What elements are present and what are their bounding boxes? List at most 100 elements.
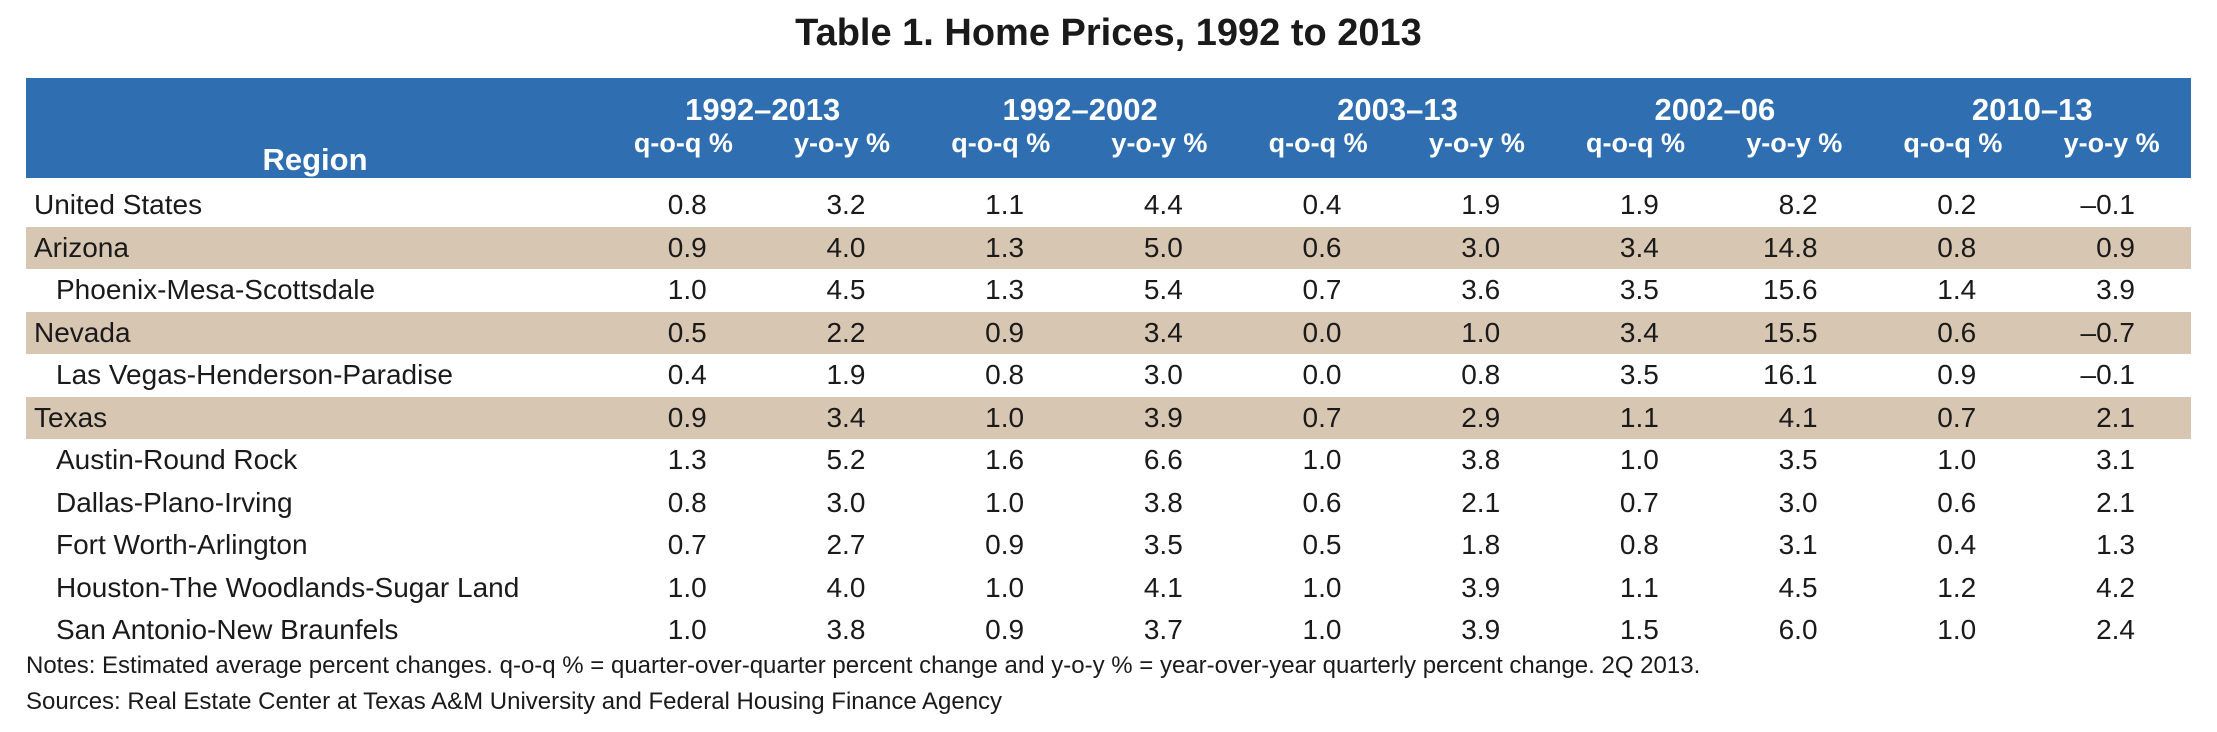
cell-value: 0.0 bbox=[1238, 311, 1398, 354]
column-header: y-o-y % bbox=[1397, 128, 1557, 178]
cell-value: 0.0 bbox=[1302, 359, 1342, 391]
cell-value: 1.0 bbox=[1302, 571, 1342, 603]
cell-value: 15.5 bbox=[1714, 311, 1874, 354]
row-label: San Antonio-New Braunfels bbox=[56, 614, 399, 646]
column-header: q-o-q % bbox=[1238, 128, 1398, 178]
cell-value: 0.7 bbox=[1873, 396, 2033, 439]
table-row: Las Vegas-Henderson-Paradise 0.4 1.9 0.8 3.0… bbox=[26, 354, 2191, 397]
column-group-header: 2002–06 bbox=[1556, 78, 1874, 128]
cell-value: 0.4 bbox=[667, 359, 707, 391]
row-label: Dallas-Plano-Irving bbox=[56, 486, 293, 518]
cell-value: 0.8 bbox=[667, 486, 707, 518]
cell-value: 0.8 bbox=[1461, 359, 1501, 391]
cell-value: 1.1 bbox=[1556, 396, 1715, 439]
cell-value: 1.3 bbox=[921, 226, 1081, 269]
cell-value: 3.2 bbox=[826, 189, 866, 221]
region-header: Region bbox=[26, 78, 605, 178]
row-label: Nevada bbox=[26, 311, 605, 354]
cell-value: 0.9 bbox=[985, 529, 1025, 561]
cell-value: 1.0 bbox=[1302, 444, 1342, 476]
cell-value: 1.8 bbox=[1461, 529, 1501, 561]
cell-value: 3.6 bbox=[1461, 274, 1501, 306]
cell-value: 0.9 bbox=[604, 396, 763, 439]
column-group-header: 1992–2013 bbox=[604, 78, 922, 128]
cell-value: 5.0 bbox=[1080, 226, 1239, 269]
cell-value: 3.7 bbox=[1143, 614, 1183, 646]
cell-value: 1.0 bbox=[985, 486, 1025, 518]
cell-value: 0.6 bbox=[1937, 486, 1977, 518]
cell-value: 1.9 bbox=[1461, 189, 1501, 221]
cell-value: 3.0 bbox=[1397, 226, 1557, 269]
cell-value: 1.0 bbox=[667, 571, 707, 603]
cell-value: 0.4 bbox=[1302, 189, 1342, 221]
cell-value: 8.2 bbox=[1778, 189, 1818, 221]
table-row: Houston-The Woodlands-Sugar Land 1.0 4.0 1.… bbox=[26, 567, 2191, 610]
cell-value: 2.7 bbox=[826, 529, 866, 561]
cell-value: 4.0 bbox=[762, 226, 922, 269]
cell-value: 0.8 bbox=[985, 359, 1025, 391]
cell-value: 1.4 bbox=[1937, 274, 1977, 306]
cell-value: 15.6 bbox=[1763, 274, 1818, 306]
cell-value: 1.0 bbox=[1619, 444, 1659, 476]
row-label: United States bbox=[34, 189, 203, 221]
column-header: y-o-y % bbox=[1714, 128, 1874, 178]
cell-value: 4.5 bbox=[1778, 571, 1818, 603]
row-label: Phoenix-Mesa-Scottsdale bbox=[56, 274, 376, 306]
header-sub-row: q-o-q % y-o-y % q-o-q % y-o-y % q-o-q % y-o-y… bbox=[26, 128, 2191, 178]
cell-value: 1.9 bbox=[1619, 189, 1659, 221]
cell-value: 0.2 bbox=[1937, 189, 1977, 221]
cell-value: 2.9 bbox=[1397, 396, 1557, 439]
cell-value: 6.0 bbox=[1778, 614, 1818, 646]
cell-value: 3.4 bbox=[762, 396, 922, 439]
cell-value: 0.5 bbox=[1302, 529, 1342, 561]
home-prices-table: Region 1992–2013 1992–2002 2003–13 2002–06 2… bbox=[26, 78, 2191, 652]
column-header: y-o-y % bbox=[1080, 128, 1239, 178]
cell-value: 0.9 bbox=[604, 226, 763, 269]
cell-value: 1.6 bbox=[985, 444, 1025, 476]
cell-value: 1.1 bbox=[1619, 571, 1659, 603]
cell-value: 3.4 bbox=[1556, 226, 1715, 269]
cell-value: 1.0 bbox=[1937, 444, 1977, 476]
cell-value: 0.8 bbox=[1619, 529, 1659, 561]
cell-value: 1.0 bbox=[667, 614, 707, 646]
column-group-header: 2010–13 bbox=[1873, 78, 2191, 128]
table-row: United States 0.8 3.2 1.1 4.4 0.4 1.9 1.9 8.2 0.2… bbox=[26, 178, 2191, 227]
cell-value: 14.8 bbox=[1714, 226, 1874, 269]
cell-value: 0.8 bbox=[1873, 226, 2033, 269]
cell-value: 2.4 bbox=[2096, 614, 2135, 646]
table-row: San Antonio-New Braunfels 1.0 3.8 0.9 3.7 1.0… bbox=[26, 609, 2191, 652]
table-row: Phoenix-Mesa-Scottsdale 1.0 4.5 1.3 5.4 0.7 3.… bbox=[26, 269, 2191, 312]
cell-value: 1.0 bbox=[985, 571, 1025, 603]
row-label: Austin-Round Rock bbox=[56, 444, 298, 476]
cell-value: 1.3 bbox=[2096, 529, 2135, 561]
cell-value: 3.9 bbox=[1461, 571, 1501, 603]
cell-value: 4.2 bbox=[2096, 571, 2135, 603]
cell-value: 3.0 bbox=[1143, 359, 1183, 391]
cell-value: 3.8 bbox=[826, 614, 866, 646]
cell-value: 1.3 bbox=[985, 274, 1025, 306]
cell-value: 1.0 bbox=[667, 274, 707, 306]
column-header: q-o-q % bbox=[1873, 128, 2033, 178]
cell-value: 0.8 bbox=[667, 189, 707, 221]
table-row: Texas 0.9 3.4 1.0 3.9 0.7 2.9 1.1 4.1 0.7 2.1 bbox=[26, 396, 2191, 439]
cell-value: 1.0 bbox=[1397, 311, 1557, 354]
cell-value: 0.6 bbox=[1302, 486, 1342, 518]
cell-value: 0.5 bbox=[604, 311, 763, 354]
cell-value: 0.6 bbox=[1238, 226, 1398, 269]
cell-value: 3.8 bbox=[1461, 444, 1501, 476]
cell-value: 0.9 bbox=[985, 614, 1025, 646]
table-row: Dallas-Plano-Irving 0.8 3.0 1.0 3.8 0.6 2.1 0.7… bbox=[26, 482, 2191, 525]
row-label: Fort Worth-Arlington bbox=[56, 529, 308, 561]
cell-value: 3.1 bbox=[1778, 529, 1818, 561]
column-group-header: 1992–2002 bbox=[921, 78, 1239, 128]
notes: Notes: Estimated average percent changes… bbox=[26, 652, 1701, 679]
cell-value: 0.7 bbox=[667, 529, 707, 561]
cell-value: –0.7 bbox=[2032, 311, 2191, 354]
cell-value: 0.9 bbox=[921, 311, 1081, 354]
cell-value: 3.8 bbox=[1143, 486, 1183, 518]
cell-value: 3.5 bbox=[1619, 274, 1659, 306]
cell-value: 4.1 bbox=[1714, 396, 1874, 439]
cell-value: 4.0 bbox=[826, 571, 866, 603]
cell-value: 3.5 bbox=[1778, 444, 1818, 476]
cell-value: 0.9 bbox=[1937, 359, 1977, 391]
